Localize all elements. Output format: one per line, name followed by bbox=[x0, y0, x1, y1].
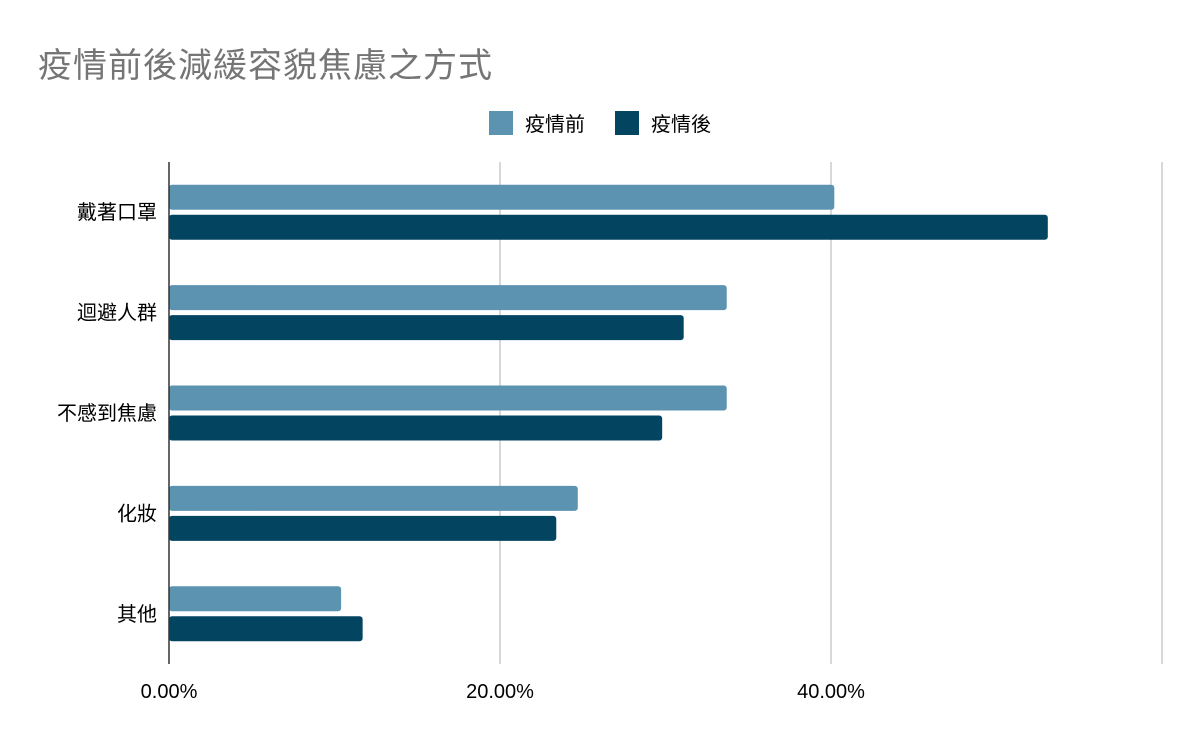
bar-after-1 bbox=[169, 315, 684, 341]
bar-before-1 bbox=[169, 285, 727, 311]
chart-title: 疫情前後減緩容貌焦慮之方式 bbox=[38, 46, 493, 86]
bar-after-4 bbox=[169, 616, 363, 642]
x-tick-label-2: 40.00% bbox=[797, 681, 865, 703]
bar-after-2 bbox=[169, 415, 663, 441]
legend-label-series-2: 疫情後 bbox=[651, 112, 711, 136]
legend: 疫情前 疫情後 bbox=[0, 108, 1200, 137]
x-tick-label-1: 20.00% bbox=[466, 681, 534, 703]
legend-swatch-series-2 bbox=[615, 110, 639, 135]
legend-label-series-1: 疫情前 bbox=[525, 112, 585, 136]
category-label-0: 戴著口罩 bbox=[77, 200, 157, 224]
legend-item-series-1: 疫情前 bbox=[489, 108, 585, 137]
bar-after-3 bbox=[169, 515, 557, 541]
legend-item-series-2: 疫情後 bbox=[615, 108, 711, 137]
bar-before-2 bbox=[169, 385, 727, 411]
bar-before-4 bbox=[169, 586, 342, 612]
bar-after-0 bbox=[169, 214, 1048, 240]
category-label-4: 其他 bbox=[117, 602, 157, 626]
category-label-1: 迴避人群 bbox=[77, 301, 157, 325]
category-label-2: 不感到焦慮 bbox=[57, 401, 157, 425]
x-tick-label-0: 0.00% bbox=[141, 681, 198, 703]
bar-before-0 bbox=[169, 184, 835, 210]
bar-before-3 bbox=[169, 485, 578, 511]
category-label-3: 化妝 bbox=[117, 501, 157, 525]
legend-swatch-series-1 bbox=[489, 110, 513, 135]
